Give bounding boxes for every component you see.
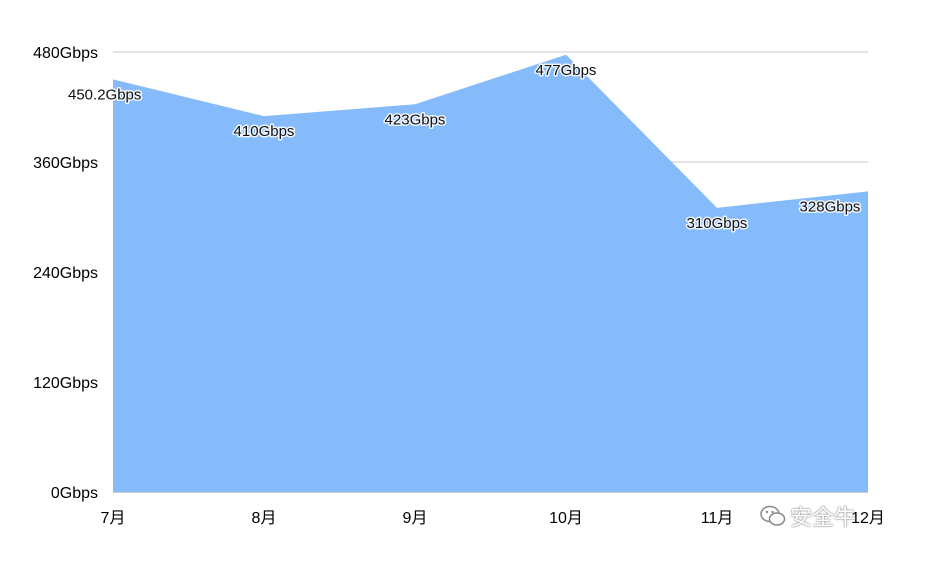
x-tick-label: 8月 [252, 510, 277, 527]
y-tick-label: 120Gbps [33, 375, 98, 392]
y-tick-label: 480Gbps [33, 45, 98, 62]
data-label: 328Gbps [800, 198, 861, 215]
data-label-halo: 328Gbps [800, 198, 861, 215]
y-tick-label: 0Gbps [51, 485, 98, 502]
data-labels: 450.2Gbps450.2Gbps410Gbps410Gbps423Gbps4… [67, 60, 862, 233]
data-label: 423Gbps [385, 111, 446, 128]
watermark: 安全牛 [760, 500, 856, 532]
x-tick-label: 9月 [403, 510, 428, 527]
x-tick-label: 10月 [549, 510, 583, 527]
y-axis-ticks: 0Gbps 120Gbps 240Gbps 360Gbps 480Gbps [33, 45, 98, 502]
data-label-halo: 410Gbps [234, 123, 295, 140]
wechat-icon [760, 505, 786, 526]
x-tick-label: 12月 [851, 510, 885, 527]
data-label: 450.2Gbps [68, 86, 141, 103]
watermark-text: 安全牛 [790, 506, 857, 531]
data-label: 410Gbps [234, 123, 295, 140]
x-axis-ticks: 7月 8月 9月 10月 11月 12月 [101, 510, 885, 527]
data-label-halo: 310Gbps [687, 215, 748, 232]
x-tick-label: 7月 [101, 510, 126, 527]
data-label: 310Gbps [687, 215, 748, 232]
data-label-halo: 423Gbps [385, 111, 446, 128]
data-label-halo: 450.2Gbps [68, 86, 141, 103]
y-tick-label: 240Gbps [33, 265, 98, 282]
data-label: 477Gbps [536, 62, 597, 79]
data-label-halo: 477Gbps [536, 62, 597, 79]
x-tick-label: 11月 [701, 510, 734, 527]
area-series [113, 54, 868, 492]
y-tick-label: 360Gbps [33, 155, 98, 172]
